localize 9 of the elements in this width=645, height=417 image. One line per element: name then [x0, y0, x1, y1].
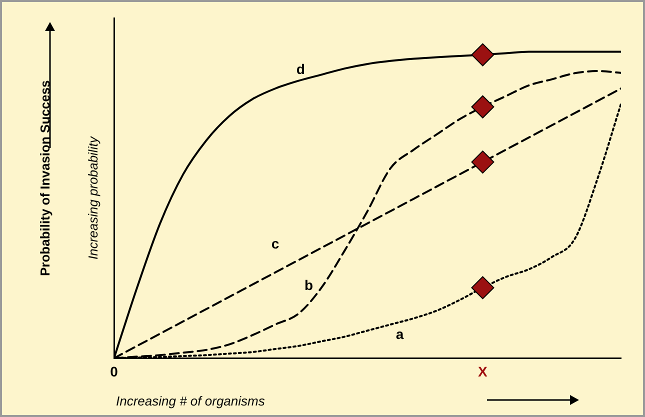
series-label: a — [396, 326, 404, 342]
x-tick-label: 0 — [110, 363, 118, 380]
text: Increasing probability — [86, 135, 101, 260]
x-tick-label: X — [478, 363, 488, 380]
series-label: c — [271, 236, 280, 252]
x-axis-title: Increasing # of organisms — [116, 394, 266, 409]
series-label: d — [296, 60, 305, 77]
series-label: b — [304, 277, 314, 294]
y-axis-title: Probability of Invasion Success — [38, 80, 53, 276]
